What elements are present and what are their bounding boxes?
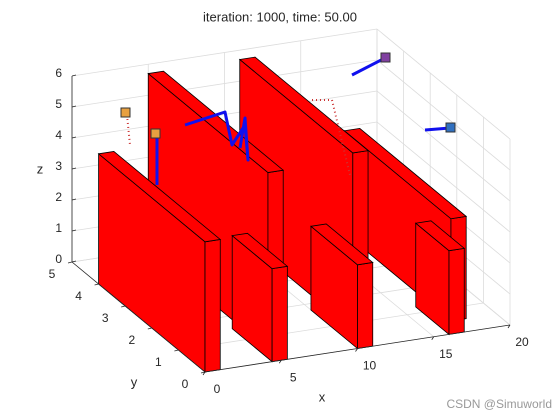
grid-line — [376, 28, 511, 140]
y-tick-label: 4 — [75, 289, 82, 303]
trajectories — [120, 52, 456, 185]
z-tick — [71, 260, 77, 263]
drone — [120, 107, 131, 118]
x-tick-label: 10 — [363, 359, 377, 373]
x-tick — [431, 336, 435, 340]
z-tick — [71, 198, 77, 201]
z-tick — [71, 74, 77, 77]
y-tick-label: 5 — [49, 267, 56, 281]
watermark: CSDN @Simuworld — [446, 397, 552, 411]
wall-face — [357, 261, 374, 349]
drone-trail — [126, 114, 131, 146]
z-tick-label: 1 — [55, 221, 62, 235]
z-axis-label: z — [37, 161, 44, 176]
y-axis — [71, 261, 206, 373]
z-tick-label: 4 — [55, 128, 62, 142]
wall-face — [310, 223, 374, 266]
y-tick-label: 1 — [155, 355, 162, 369]
y-tick-label: 2 — [128, 333, 135, 347]
grid-line — [71, 59, 378, 108]
grid-line — [71, 28, 378, 77]
x-tick — [202, 371, 206, 376]
wall-face — [448, 247, 465, 335]
x-tick — [507, 324, 511, 329]
x-axis-label: x — [319, 389, 326, 404]
y-tick-label: 3 — [102, 311, 109, 325]
z-tick — [71, 229, 77, 232]
wall-face — [271, 265, 288, 363]
z-tick-label: 3 — [55, 159, 62, 173]
wall-face — [147, 70, 285, 173]
wall-face — [343, 127, 468, 220]
obstacles — [97, 56, 468, 373]
x-tick-label: 0 — [214, 382, 221, 396]
grid-line — [376, 121, 511, 233]
z-tick — [71, 105, 77, 108]
y-tick — [94, 283, 99, 286]
y-tick — [174, 349, 179, 352]
drone — [150, 128, 161, 139]
y-tick — [147, 327, 152, 330]
grid-line — [376, 59, 511, 171]
drone-path — [351, 56, 386, 77]
wall-face — [204, 238, 221, 373]
x-tick-label: 5 — [290, 370, 297, 384]
y-tick — [121, 305, 126, 308]
wall-face — [414, 220, 466, 252]
drone-path — [184, 110, 250, 162]
z-tick-label: 0 — [55, 252, 62, 266]
wall-face — [97, 151, 222, 243]
z-tick-label: 2 — [55, 190, 62, 204]
z-tick — [71, 136, 77, 139]
y-tick — [200, 371, 206, 374]
drone — [380, 52, 391, 63]
drone-trail — [312, 99, 351, 176]
x-tick-label: 20 — [515, 335, 529, 349]
x-tick — [355, 348, 358, 352]
drone — [445, 122, 456, 133]
y-axis-label: y — [131, 374, 138, 389]
x-tick-label: 15 — [439, 347, 453, 361]
z-tick-label: 5 — [55, 97, 62, 111]
wall-face — [238, 56, 369, 154]
x-tick — [278, 360, 282, 364]
grid-line — [376, 90, 511, 202]
z-tick — [71, 167, 77, 170]
wall-face — [231, 232, 289, 270]
y-tick-label: 0 — [182, 377, 189, 391]
z-tick-label: 6 — [55, 66, 62, 80]
chart-title: iteration: 1000, time: 50.00 — [203, 9, 357, 24]
y-tick — [67, 261, 73, 264]
